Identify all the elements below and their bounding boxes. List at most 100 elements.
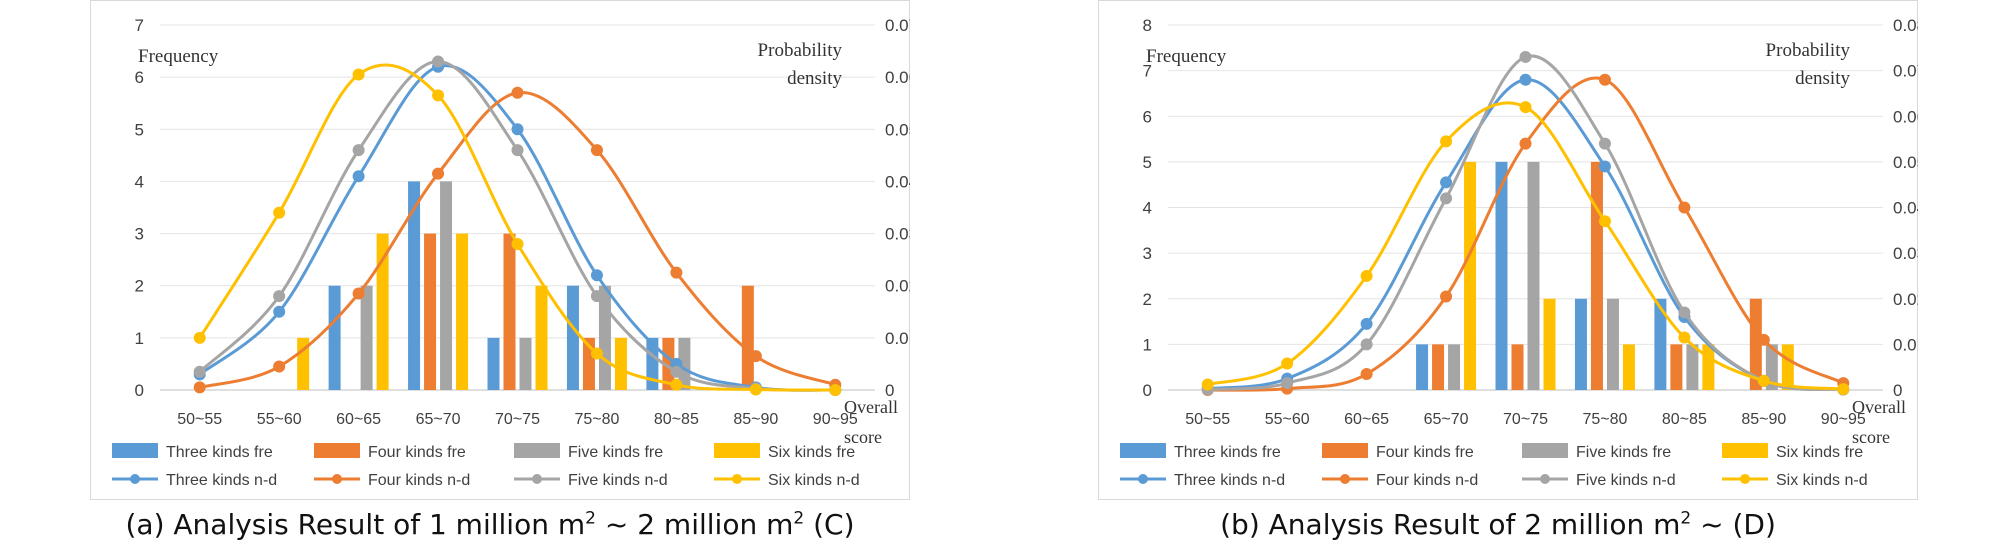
data-point	[670, 365, 683, 378]
bar	[487, 337, 500, 390]
bar	[1622, 344, 1635, 390]
right-tick-label: 0.01	[1893, 335, 1918, 354]
data-point	[670, 266, 683, 279]
right-tick-label: 0.01	[885, 329, 910, 348]
bar	[376, 233, 389, 390]
bar	[1606, 298, 1619, 390]
x-tick-label: 75~80	[574, 411, 619, 428]
data-point	[590, 290, 603, 303]
caption-text: (b) Analysis Result of 2 million m	[1220, 508, 1681, 541]
legend-swatch	[314, 443, 360, 458]
x-axis-label: Overall	[844, 397, 898, 417]
data-point	[193, 381, 206, 394]
series-line	[198, 63, 836, 392]
legend-swatch	[1522, 443, 1568, 458]
right-tick-label: 0.02	[1893, 290, 1918, 309]
legend-swatch	[1120, 443, 1166, 458]
caption-superscript: 2	[585, 508, 596, 529]
x-tick-label: 65~70	[416, 411, 461, 428]
x-tick-label: 55~60	[1265, 411, 1310, 428]
x-axis-label: Overall	[1852, 397, 1906, 417]
data-point	[1440, 290, 1453, 303]
legend-marker	[1340, 474, 1350, 484]
bar	[424, 233, 437, 390]
data-point	[273, 206, 286, 219]
left-tick-label: 4	[135, 172, 144, 191]
bar	[566, 285, 579, 390]
bar	[360, 285, 373, 390]
right-tick-label: 0.02	[885, 277, 910, 296]
data-point	[1281, 377, 1294, 390]
legend-label: Three kinds fre	[166, 444, 273, 461]
right-tick-label: 0.06	[885, 68, 910, 87]
right-tick-label: 0.08	[1893, 16, 1918, 35]
caption-superscript: 2	[1680, 508, 1692, 529]
data-point	[1678, 306, 1691, 319]
data-point	[352, 287, 365, 300]
right-axis-label: density	[787, 68, 842, 89]
left-tick-label: 3	[135, 225, 144, 244]
right-tick-label: 0.03	[885, 225, 910, 244]
data-point	[590, 144, 603, 157]
right-tick-label: 0.05	[1893, 153, 1918, 172]
bar	[1654, 298, 1667, 390]
bar	[614, 337, 627, 390]
figure-caption-b: (b) Analysis Result of 2 million m2 ~ (D…	[1048, 508, 1948, 541]
data-point	[590, 347, 603, 360]
legend-marker	[1138, 474, 1148, 484]
data-point	[1519, 73, 1532, 86]
data-point	[1598, 73, 1611, 86]
data-point	[511, 123, 524, 136]
data-point	[1360, 368, 1373, 381]
data-point	[1360, 317, 1373, 330]
left-tick-label: 3	[1143, 244, 1152, 263]
data-point	[670, 378, 683, 391]
data-point	[273, 360, 286, 373]
bar	[1686, 344, 1699, 390]
legend-label: Three kinds fre	[1174, 444, 1281, 461]
left-tick-label: 0	[1143, 381, 1152, 400]
legend-label: Four kinds fre	[368, 444, 466, 461]
data-point	[1678, 201, 1691, 214]
data-point	[1281, 357, 1294, 370]
legend-swatch	[1322, 443, 1368, 458]
data-point	[432, 89, 445, 102]
right-tick-label: 0.07	[1893, 62, 1918, 81]
bar	[535, 285, 548, 390]
data-point	[273, 305, 286, 318]
bar	[1543, 298, 1556, 390]
legend-marker	[130, 474, 140, 484]
series-line	[198, 64, 836, 392]
left-tick-label: 5	[135, 120, 144, 139]
legend-label: Six kinds n-d	[1776, 472, 1868, 489]
bar	[503, 233, 516, 390]
bar	[440, 181, 453, 390]
data-point	[1440, 176, 1453, 189]
x-tick-label: 50~55	[177, 411, 222, 428]
data-point	[1519, 50, 1532, 63]
data-point	[1440, 192, 1453, 205]
x-tick-label: 50~55	[1185, 411, 1230, 428]
x-tick-label: 60~65	[336, 411, 381, 428]
data-point	[829, 384, 842, 396]
data-point	[273, 290, 286, 303]
data-point	[511, 144, 524, 157]
legend-label: Five kinds fre	[568, 444, 663, 461]
right-tick-label: 0.07	[885, 16, 910, 35]
data-point	[749, 383, 762, 396]
right-tick-label: 0	[1893, 381, 1902, 400]
legend-label: Four kinds n-d	[1376, 472, 1478, 489]
x-tick-label: 75~80	[1582, 411, 1627, 428]
x-tick-label: 70~75	[1503, 411, 1548, 428]
left-tick-label: 7	[1143, 62, 1152, 81]
bar	[1527, 161, 1540, 390]
data-point	[1519, 101, 1532, 114]
data-point	[1757, 374, 1770, 387]
data-point	[1837, 383, 1850, 396]
data-point	[1757, 333, 1770, 346]
left-tick-label: 6	[1143, 107, 1152, 126]
right-tick-label: 0.04	[1893, 199, 1918, 218]
data-point	[1598, 137, 1611, 150]
left-tick-label: 0	[135, 381, 144, 400]
x-tick-label: 90~95	[1821, 411, 1866, 428]
